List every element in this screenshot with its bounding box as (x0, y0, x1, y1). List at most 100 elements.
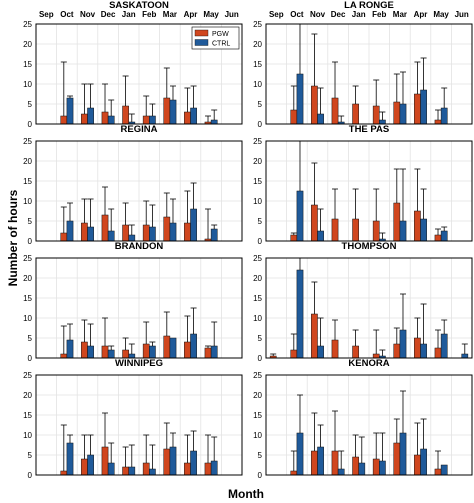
bar-pgw-may (434, 347, 442, 359)
bar-pgw-mar (163, 448, 171, 476)
y-tick-label: 20 (23, 157, 32, 166)
month-label: Dec (101, 10, 116, 19)
bar-pgw-feb (142, 462, 150, 476)
bar-pgw-nov (81, 222, 88, 242)
y-tick-label: 5 (28, 100, 33, 109)
panel-title: REGINA (121, 124, 158, 135)
y-tick-label: 10 (23, 197, 32, 206)
y-tick-label: 5 (258, 451, 263, 460)
month-label: Apr (414, 10, 428, 19)
bar-pgw-dec (101, 111, 109, 125)
bar-pgw-may (434, 119, 442, 125)
month-label: Apr (184, 10, 198, 19)
plot-frame (265, 140, 473, 242)
bar-ctrl-apr (190, 107, 197, 125)
plot-frame (265, 257, 473, 359)
y-tick-label: 25 (23, 254, 32, 263)
y-tick-label: 25 (253, 371, 262, 380)
panel-title: LA RONGE (344, 0, 394, 11)
bar-pgw-may (204, 347, 212, 359)
y-tick-label: 15 (23, 294, 32, 303)
bar-ctrl-apr (420, 218, 427, 242)
bar-pgw-feb (142, 115, 150, 125)
bar-ctrl-mar (169, 99, 177, 125)
bar-pgw-apr (184, 222, 191, 242)
x-axis-label: Month (228, 487, 264, 501)
bar-pgw-dec (101, 345, 109, 359)
y-tick-label: 10 (23, 80, 32, 89)
month-label: Mar (393, 10, 407, 19)
panel-la-ronge: 0 5 10 15 20 25 LA RONGE (253, 0, 473, 129)
bar-ctrl-may (210, 119, 218, 125)
y-tick-label: 25 (253, 20, 262, 29)
y-tick-label: 0 (258, 471, 263, 480)
y-tick-label: 20 (253, 40, 262, 49)
panel-title: THE PAS (349, 124, 389, 135)
y-tick-label: 20 (253, 274, 262, 283)
bar-pgw-jan (352, 345, 359, 359)
month-label: Oct (290, 10, 304, 19)
bar-ctrl-apr (420, 89, 427, 125)
y-tick-label: 25 (23, 371, 32, 380)
bar-ctrl-dec (107, 462, 115, 476)
y-tick-label: 5 (258, 217, 263, 226)
y-tick-label: 15 (253, 411, 262, 420)
bar-ctrl-oct (66, 220, 74, 242)
legend-label-ctrl: CTRL (212, 41, 230, 48)
y-tick-label: 25 (253, 137, 262, 146)
y-tick-label: 20 (253, 391, 262, 400)
bar-ctrl-oct (66, 97, 74, 125)
bar-pgw-dec (331, 218, 339, 242)
bar-ctrl-oct (296, 432, 304, 476)
legend-swatch-pgw (194, 29, 209, 37)
panel-regina: 0 5 10 15 20 25 REGINA (23, 124, 243, 246)
bar-pgw-jan (352, 456, 359, 476)
month-label: Jun (455, 10, 469, 19)
month-label: Jan (352, 10, 366, 19)
legend-label-pgw: PGW (212, 31, 229, 38)
bar-pgw-mar (163, 97, 171, 125)
bar-pgw-oct (60, 232, 68, 242)
bar-pgw-jan (122, 105, 129, 125)
bar-pgw-apr (414, 210, 421, 242)
y-tick-label: 10 (253, 197, 262, 206)
bar-ctrl-nov (317, 113, 324, 125)
bar-ctrl-oct (66, 442, 74, 476)
bar-pgw-mar (393, 202, 401, 242)
bar-ctrl-oct (296, 73, 304, 125)
panel-kenora: 0 5 10 15 20 25 KENORA (253, 358, 473, 480)
bar-ctrl-mar (169, 337, 177, 359)
y-tick-label: 5 (258, 334, 263, 343)
bar-pgw-may (204, 462, 212, 476)
bar-ctrl-nov (317, 446, 324, 476)
bar-pgw-mar (393, 343, 401, 359)
panel-title: KENORA (348, 358, 389, 369)
bar-ctrl-mar (399, 220, 407, 242)
bar-pgw-jan (122, 224, 129, 242)
y-tick-label: 10 (23, 431, 32, 440)
panel-winnipeg: 0 5 10 15 20 25 WINNIPEG (23, 358, 243, 480)
bar-ctrl-nov (317, 345, 324, 359)
y-tick-label: 15 (253, 60, 262, 69)
bar-pgw-dec (331, 97, 339, 125)
y-tick-label: 15 (253, 294, 262, 303)
bar-pgw-jan (122, 466, 129, 476)
month-label: Nov (80, 10, 96, 19)
bar-pgw-mar (393, 442, 401, 476)
bar-ctrl-may (210, 345, 218, 359)
y-tick-label: 0 (28, 471, 33, 480)
bar-ctrl-oct (66, 339, 74, 359)
plot-frame (35, 257, 243, 359)
bar-ctrl-may (210, 228, 218, 242)
bar-ctrl-mar (169, 446, 177, 476)
month-label: Feb (372, 10, 386, 19)
bar-ctrl-mar (399, 103, 407, 125)
y-tick-label: 0 (28, 354, 33, 363)
bar-pgw-mar (163, 335, 171, 359)
bar-pgw-nov (311, 450, 318, 476)
bar-pgw-nov (311, 85, 318, 125)
month-label: May (433, 10, 449, 19)
bar-ctrl-apr (190, 208, 197, 242)
bar-ctrl-dec (107, 349, 115, 359)
bar-ctrl-dec (337, 468, 345, 476)
